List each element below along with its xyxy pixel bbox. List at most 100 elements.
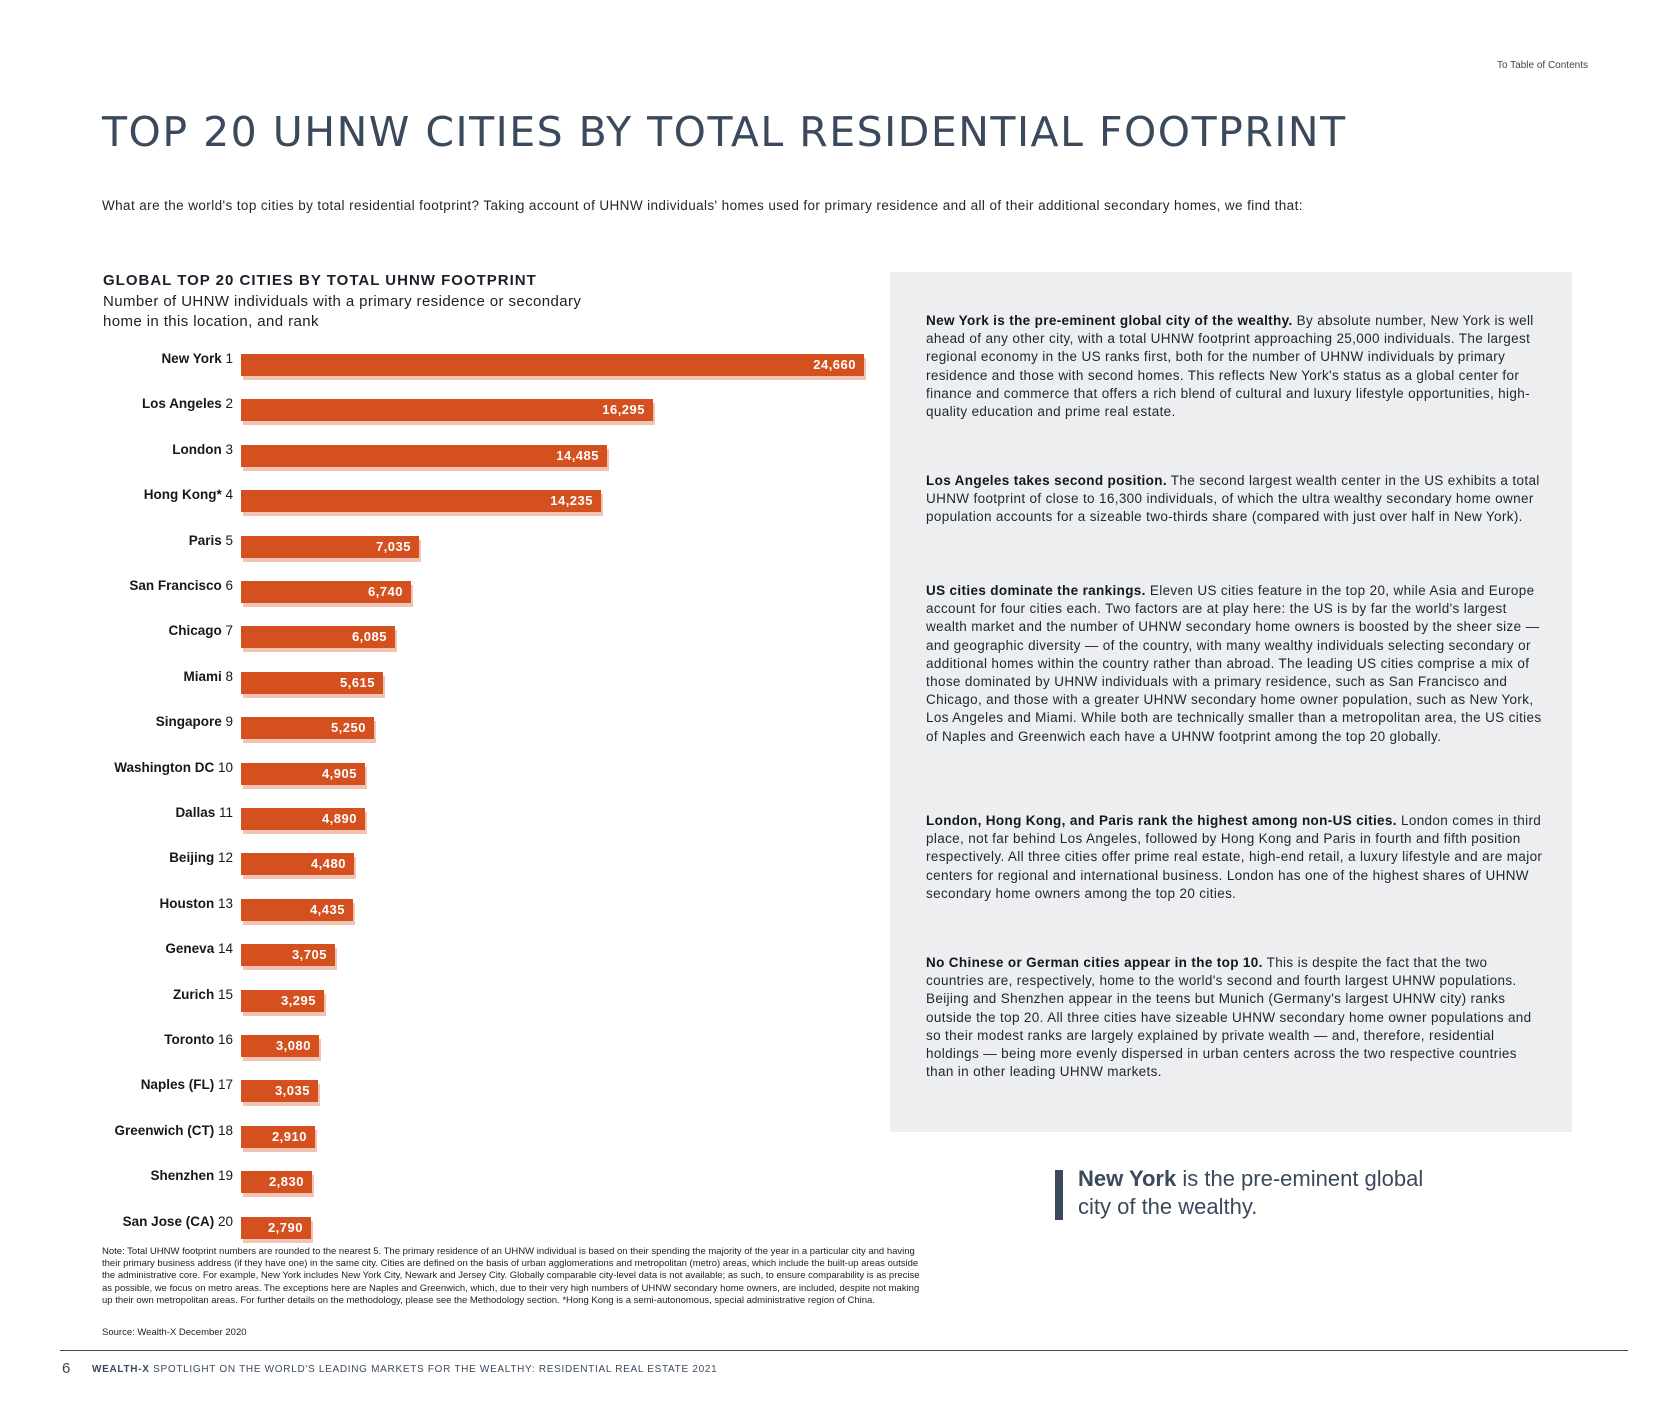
bar-row: New York 1 24,660 bbox=[0, 351, 900, 384]
city-name: London bbox=[172, 441, 222, 457]
bar-label: London 3 bbox=[172, 442, 233, 457]
bar-row: Washington DC 10 4,905 bbox=[0, 759, 900, 793]
bar-value-label: 4,890 bbox=[321, 811, 357, 826]
bar: 3,705 bbox=[241, 944, 335, 967]
city-name: Zurich bbox=[172, 986, 215, 1002]
paragraph-body: Eleven US cities feature in the top 20, … bbox=[926, 583, 1542, 744]
bar: 5,615 bbox=[241, 671, 383, 694]
bar: 2,790 bbox=[241, 1216, 311, 1239]
city-name: Geneva bbox=[165, 941, 215, 957]
city-rank: 15 bbox=[217, 986, 233, 1002]
paragraph-los-angeles: Los Angeles takes second position. The s… bbox=[926, 472, 1546, 527]
city-name: Hong Kong* bbox=[143, 487, 222, 503]
city-rank: 16 bbox=[217, 1032, 233, 1047]
bar-value-label: 24,660 bbox=[813, 357, 856, 372]
city-rank: 7 bbox=[225, 623, 233, 639]
bar: 2,910 bbox=[241, 1125, 315, 1148]
bar-value-label: 14,485 bbox=[556, 447, 599, 463]
bar-label: Shenzhen 19 bbox=[150, 1168, 233, 1183]
bar-value-label: 4,480 bbox=[310, 856, 346, 872]
bar-label: San Jose (CA) 20 bbox=[123, 1214, 233, 1229]
footer-text: SPOTLIGHT ON THE WORLD'S LEADING MARKETS… bbox=[149, 1364, 718, 1375]
bar-label: Los Angeles 2 bbox=[142, 396, 233, 411]
city-name: Singapore bbox=[155, 714, 222, 730]
bar: 5,250 bbox=[241, 717, 374, 740]
bar-row: Toronto 16 3,080 bbox=[0, 1032, 900, 1065]
chart-source: Source: Wealth-X December 2020 bbox=[102, 1327, 247, 1338]
bar-value-label: 4,435 bbox=[309, 901, 345, 917]
city-rank: 14 bbox=[217, 941, 233, 957]
chart-subtitle: Number of UHNW individuals with a primar… bbox=[103, 293, 582, 330]
bar-row: Beijing 12 4,480 bbox=[0, 850, 900, 883]
bar-label: Hong Kong* 4 bbox=[144, 487, 233, 502]
bar-label: Dallas 11 bbox=[175, 805, 233, 820]
city-name: New York bbox=[161, 351, 222, 366]
bar-label: Chicago 7 bbox=[168, 623, 233, 638]
city-name: Los Angeles bbox=[141, 396, 222, 412]
bar-value-label: 5,615 bbox=[339, 674, 375, 690]
city-rank: 3 bbox=[225, 441, 233, 457]
city-name: Paris bbox=[188, 532, 222, 548]
paragraph-lead: New York is the pre-eminent global city … bbox=[926, 313, 1293, 328]
bar-value-label: 7,035 bbox=[375, 538, 411, 554]
city-name: Miami bbox=[183, 668, 222, 684]
bar-row: Los Angeles 2 16,295 bbox=[0, 396, 900, 429]
city-name: Shenzhen bbox=[150, 1168, 215, 1184]
bar: 4,435 bbox=[241, 898, 353, 921]
city-rank: 4 bbox=[225, 487, 233, 503]
bar: 4,890 bbox=[241, 808, 365, 830]
bar-label: Houston 13 bbox=[159, 896, 233, 911]
paragraph-body: This is despite the fact that the two co… bbox=[926, 955, 1532, 1080]
bar-row: Shenzhen 19 2,830 bbox=[0, 1168, 900, 1201]
paragraph-lead: London, Hong Kong, and Paris rank the hi… bbox=[926, 813, 1397, 828]
chart-title: GLOBAL TOP 20 CITIES BY TOTAL UHNW FOOTP… bbox=[103, 272, 537, 289]
footer-divider bbox=[60, 1350, 1628, 1351]
bar: 4,480 bbox=[241, 853, 354, 876]
bar-row: London 3 14,485 bbox=[0, 442, 900, 475]
bar: 2,830 bbox=[241, 1171, 312, 1194]
city-rank: 18 bbox=[217, 1122, 233, 1138]
bar-value-label: 4,905 bbox=[321, 765, 357, 781]
bar-label: Greenwich (CT) 18 bbox=[114, 1123, 233, 1138]
bar-label: Naples (FL) 17 bbox=[141, 1077, 233, 1092]
paragraph-lead: No Chinese or German cities appear in th… bbox=[926, 955, 1263, 970]
bar: 6,085 bbox=[241, 626, 395, 649]
pull-quote-lead: New York bbox=[1078, 1166, 1177, 1191]
city-rank: 12 bbox=[217, 850, 233, 866]
city-rank: 19 bbox=[217, 1168, 233, 1184]
bar-value-label: 3,080 bbox=[275, 1038, 311, 1053]
city-rank: 11 bbox=[218, 805, 233, 820]
bar: 14,485 bbox=[241, 444, 607, 467]
bar-label: New York 1 bbox=[161, 351, 233, 366]
bar: 7,035 bbox=[241, 535, 419, 558]
bar-value-label: 5,250 bbox=[330, 720, 366, 736]
bar-label: Paris 5 bbox=[189, 533, 233, 548]
bar-row: Miami 8 5,615 bbox=[0, 668, 900, 702]
bar: 3,035 bbox=[241, 1080, 318, 1103]
table-of-contents-link[interactable]: To Table of Contents bbox=[1497, 60, 1588, 71]
bar-label: Geneva 14 bbox=[165, 941, 233, 956]
bar-label: San Francisco 6 bbox=[129, 578, 233, 593]
pull-quote-text: is the pre-eminent global city of the we… bbox=[1078, 1166, 1424, 1219]
bar-row: San Francisco 6 6,740 bbox=[0, 578, 900, 611]
city-name: Washington DC bbox=[114, 759, 215, 775]
bar-chart: New York 1 24,660 Los Angeles 2 16,295 Londo… bbox=[0, 0, 900, 1250]
paragraph-body: London comes in third place, not far beh… bbox=[926, 813, 1543, 901]
bar-value-label: 6,740 bbox=[367, 584, 403, 599]
city-rank: 20 bbox=[217, 1213, 233, 1229]
city-name: Toronto bbox=[164, 1032, 215, 1047]
bar-value-label: 2,790 bbox=[267, 1219, 303, 1235]
city-name: Naples (FL) bbox=[140, 1077, 215, 1093]
paragraph-new-york: New York is the pre-eminent global city … bbox=[926, 312, 1546, 421]
city-rank: 13 bbox=[217, 895, 233, 911]
city-rank: 8 bbox=[225, 668, 233, 684]
bar-value-label: 14,235 bbox=[550, 493, 593, 509]
city-name: San Jose (CA) bbox=[122, 1213, 215, 1229]
bar-row: Paris 5 7,035 bbox=[0, 533, 900, 566]
paragraph-body: By absolute number, New York is well ahe… bbox=[926, 313, 1534, 420]
bar-row: Naples (FL) 17 3,035 bbox=[0, 1077, 900, 1110]
city-rank: 17 bbox=[217, 1077, 233, 1093]
bar-row: Hong Kong* 4 14,235 bbox=[0, 487, 900, 520]
bar-label: Beijing 12 bbox=[169, 850, 233, 865]
pull-quote: New York is the pre-eminent global city … bbox=[1078, 1165, 1458, 1221]
